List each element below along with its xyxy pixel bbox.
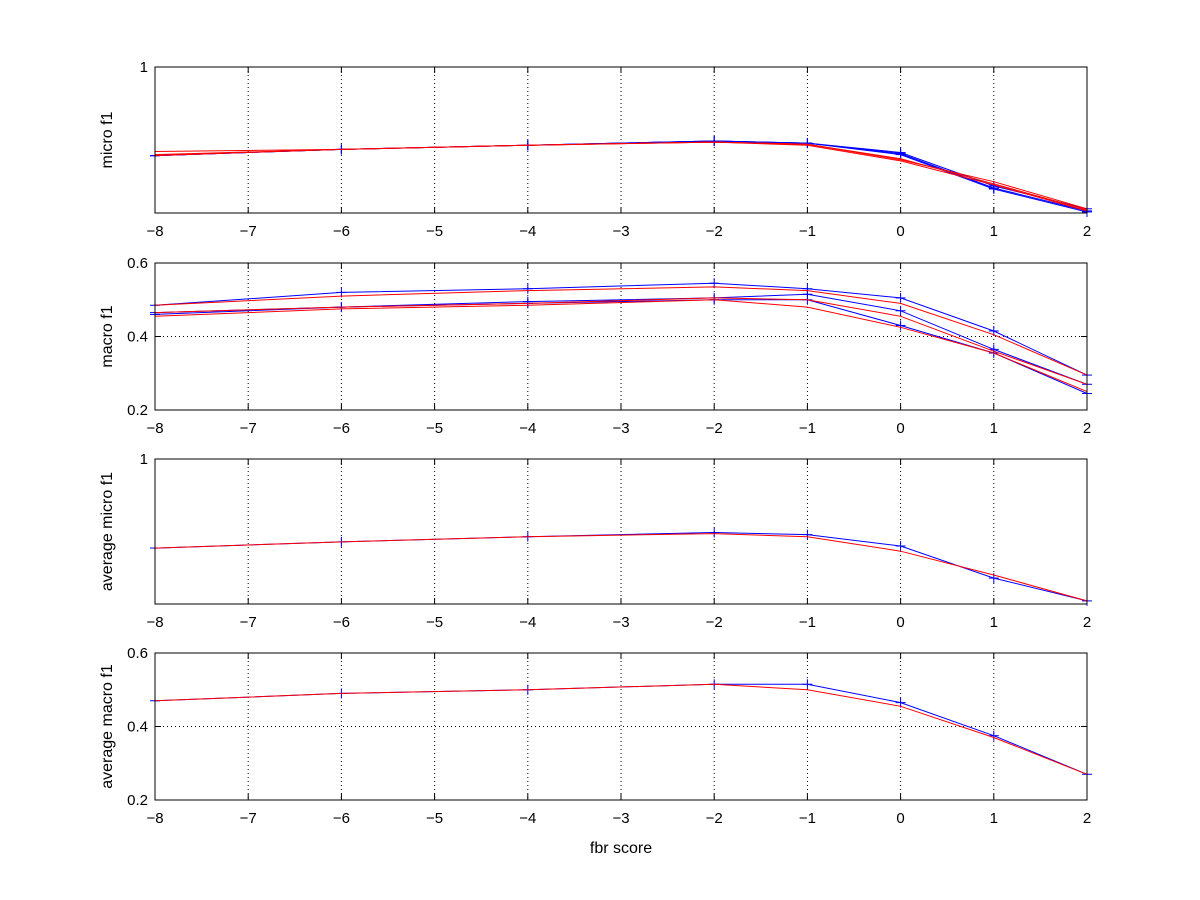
data-point-marker	[988, 730, 999, 741]
x-tick-label: 1	[990, 223, 998, 240]
data-point-marker	[802, 679, 813, 690]
x-tick-label: 0	[896, 223, 904, 240]
axes-box	[154, 262, 1088, 411]
x-tick-label: −2	[706, 223, 723, 240]
x-tick-label: −7	[240, 810, 257, 827]
series-line-2	[154, 683, 1088, 775]
y-tick-label: 1	[140, 451, 148, 468]
y-axis-label: average macro f1	[99, 664, 116, 789]
x-tick-label: −1	[799, 614, 816, 631]
data-point-marker	[895, 541, 906, 551]
data-point-marker	[988, 184, 999, 195]
x-axis-label: fbr score	[590, 840, 652, 857]
series-line-1	[154, 282, 1088, 376]
x-tick-label: −4	[519, 223, 536, 240]
x-tick-label: −8	[146, 223, 163, 240]
y-tick-label: 0.6	[127, 255, 148, 272]
y-axis-label: micro f1	[99, 111, 116, 168]
x-tick-label: −6	[333, 810, 350, 827]
x-tick-label: −6	[333, 223, 350, 240]
x-tick-label: 0	[896, 614, 904, 631]
data-point-marker	[895, 292, 906, 303]
x-tick-label: −5	[426, 223, 443, 240]
axes-box	[154, 66, 1088, 214]
y-tick-label: 1	[140, 59, 148, 76]
chart-panel-4: −8 −7 −6 −5 −4 −3 −2 −1 0 1 2 0.2 0.4 0.6 average macr…	[99, 645, 1092, 857]
x-tick-label: −2	[706, 420, 723, 437]
x-tick-label: −4	[519, 614, 536, 631]
y-axis-label: macro f1	[99, 305, 116, 367]
series-line-5	[154, 297, 1088, 385]
x-tick-label: 1	[990, 614, 998, 631]
x-tick-label: −1	[799, 420, 816, 437]
x-tick-label: −5	[426, 810, 443, 827]
x-tick-label: −3	[612, 223, 629, 240]
data-point-marker	[802, 529, 813, 540]
chart-panel-2: −8 −7 −6 −5 −4 −3 −2 −1 0 1 2 0.2 0.4 0.6 macro f1	[99, 255, 1092, 437]
x-tick-label: −2	[706, 810, 723, 827]
x-tick-label: −7	[240, 223, 257, 240]
y-tick-label: 0.4	[127, 719, 148, 736]
x-tick-label: −5	[426, 614, 443, 631]
series-line-1	[154, 531, 1088, 602]
x-tick-label: −3	[612, 614, 629, 631]
chart-panel-3: −8 −7 −6 −5 −4 −3 −2 −1 0 1 2 1 average micro f1	[99, 451, 1092, 631]
x-tick-label: −3	[612, 420, 629, 437]
y-tick-label: 0.4	[127, 329, 148, 346]
x-tick-label: −4	[519, 420, 536, 437]
x-tick-label: 2	[1083, 810, 1091, 827]
series-line-6	[154, 141, 1088, 210]
series-line-6	[154, 299, 1088, 393]
data-point-marker	[802, 138, 813, 149]
x-tick-label: −3	[612, 810, 629, 827]
x-tick-label: 2	[1083, 420, 1091, 437]
x-tick-label: −2	[706, 614, 723, 631]
x-tick-label: −8	[146, 810, 163, 827]
data-point-marker	[895, 149, 906, 160]
data-point-marker	[709, 136, 720, 147]
x-tick-label: −1	[799, 810, 816, 827]
x-tick-label: −4	[519, 810, 536, 827]
x-tick-label: −8	[146, 420, 163, 437]
x-tick-label: 0	[896, 810, 904, 827]
y-tick-label: 0.2	[127, 792, 148, 809]
series-line-2	[154, 533, 1088, 602]
x-tick-label: 1	[990, 420, 998, 437]
x-tick-label: 1	[990, 810, 998, 827]
x-tick-label: 2	[1083, 614, 1091, 631]
x-tick-label: −5	[426, 420, 443, 437]
chart-panel-1: −8 −7 −6 −5 −4 −3 −2 −1 0 1 2 1 micro f1	[99, 59, 1092, 240]
axes-box	[154, 652, 1088, 801]
y-tick-label: 0.2	[127, 402, 148, 419]
x-tick-label: −6	[333, 420, 350, 437]
data-point-marker	[895, 320, 906, 331]
x-tick-label: −7	[240, 614, 257, 631]
data-point-marker	[522, 283, 533, 294]
x-tick-label: 2	[1083, 223, 1091, 240]
series-line-5	[154, 141, 1088, 212]
data-point-marker	[895, 305, 906, 316]
x-tick-label: −6	[333, 614, 350, 631]
y-tick-label: 0.6	[127, 645, 148, 662]
y-axis-label: average micro f1	[99, 472, 116, 591]
data-point-marker	[709, 527, 720, 538]
x-tick-label: −8	[146, 614, 163, 631]
x-tick-label: 0	[896, 420, 904, 437]
x-tick-label: −1	[799, 223, 816, 240]
axes-box	[154, 458, 1088, 605]
x-tick-label: −7	[240, 420, 257, 437]
series-line-4	[154, 286, 1088, 376]
